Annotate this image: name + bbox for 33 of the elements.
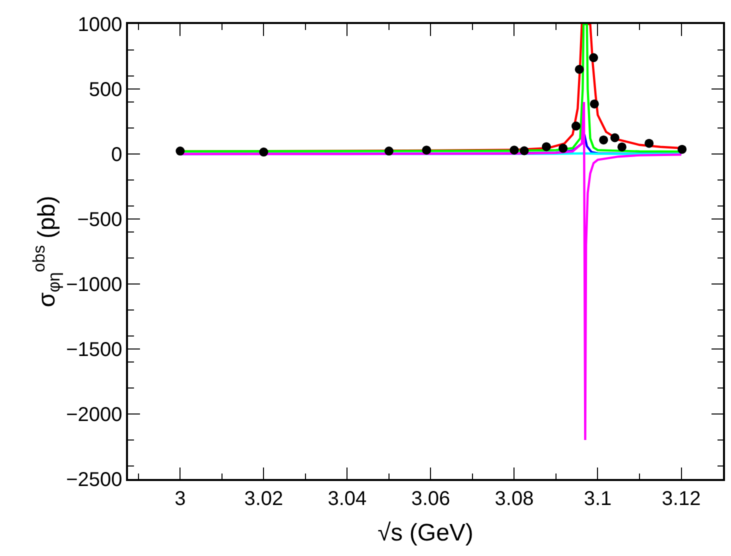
point [510, 146, 519, 155]
point [384, 146, 394, 156]
point [599, 135, 608, 144]
point [520, 146, 529, 156]
y-tick-label: −1500 [66, 339, 122, 361]
x-tick-label: 3.12 [662, 488, 701, 510]
point [590, 99, 599, 108]
y-tick-label: 500 [88, 79, 122, 101]
x-tick-label: 3 [174, 488, 186, 510]
point [572, 122, 581, 131]
point [574, 64, 584, 74]
y-tick-label: −1000 [66, 274, 122, 296]
x-tick-label: 3.08 [494, 488, 534, 510]
point [176, 146, 185, 156]
y-tick-label: 1000 [78, 14, 122, 36]
point [678, 144, 687, 154]
y-tick-label: −2500 [66, 469, 122, 491]
y-tick-label: −2000 [66, 404, 122, 426]
point [558, 144, 568, 153]
x-tick-label: 3.06 [411, 488, 450, 510]
point [589, 53, 598, 62]
point [542, 142, 551, 152]
point [422, 146, 432, 155]
point [617, 142, 626, 152]
x-tick-label: 3.02 [244, 488, 284, 510]
point [610, 133, 620, 142]
y-tick-label: −500 [77, 209, 122, 231]
x-tick-label: 3.04 [328, 488, 367, 510]
point [644, 138, 654, 148]
x-tick-label: 3.1 [584, 488, 612, 510]
y-tick-label: 0 [111, 144, 122, 166]
x-axis-title: √s (GeV) [378, 520, 474, 547]
point [259, 148, 268, 157]
